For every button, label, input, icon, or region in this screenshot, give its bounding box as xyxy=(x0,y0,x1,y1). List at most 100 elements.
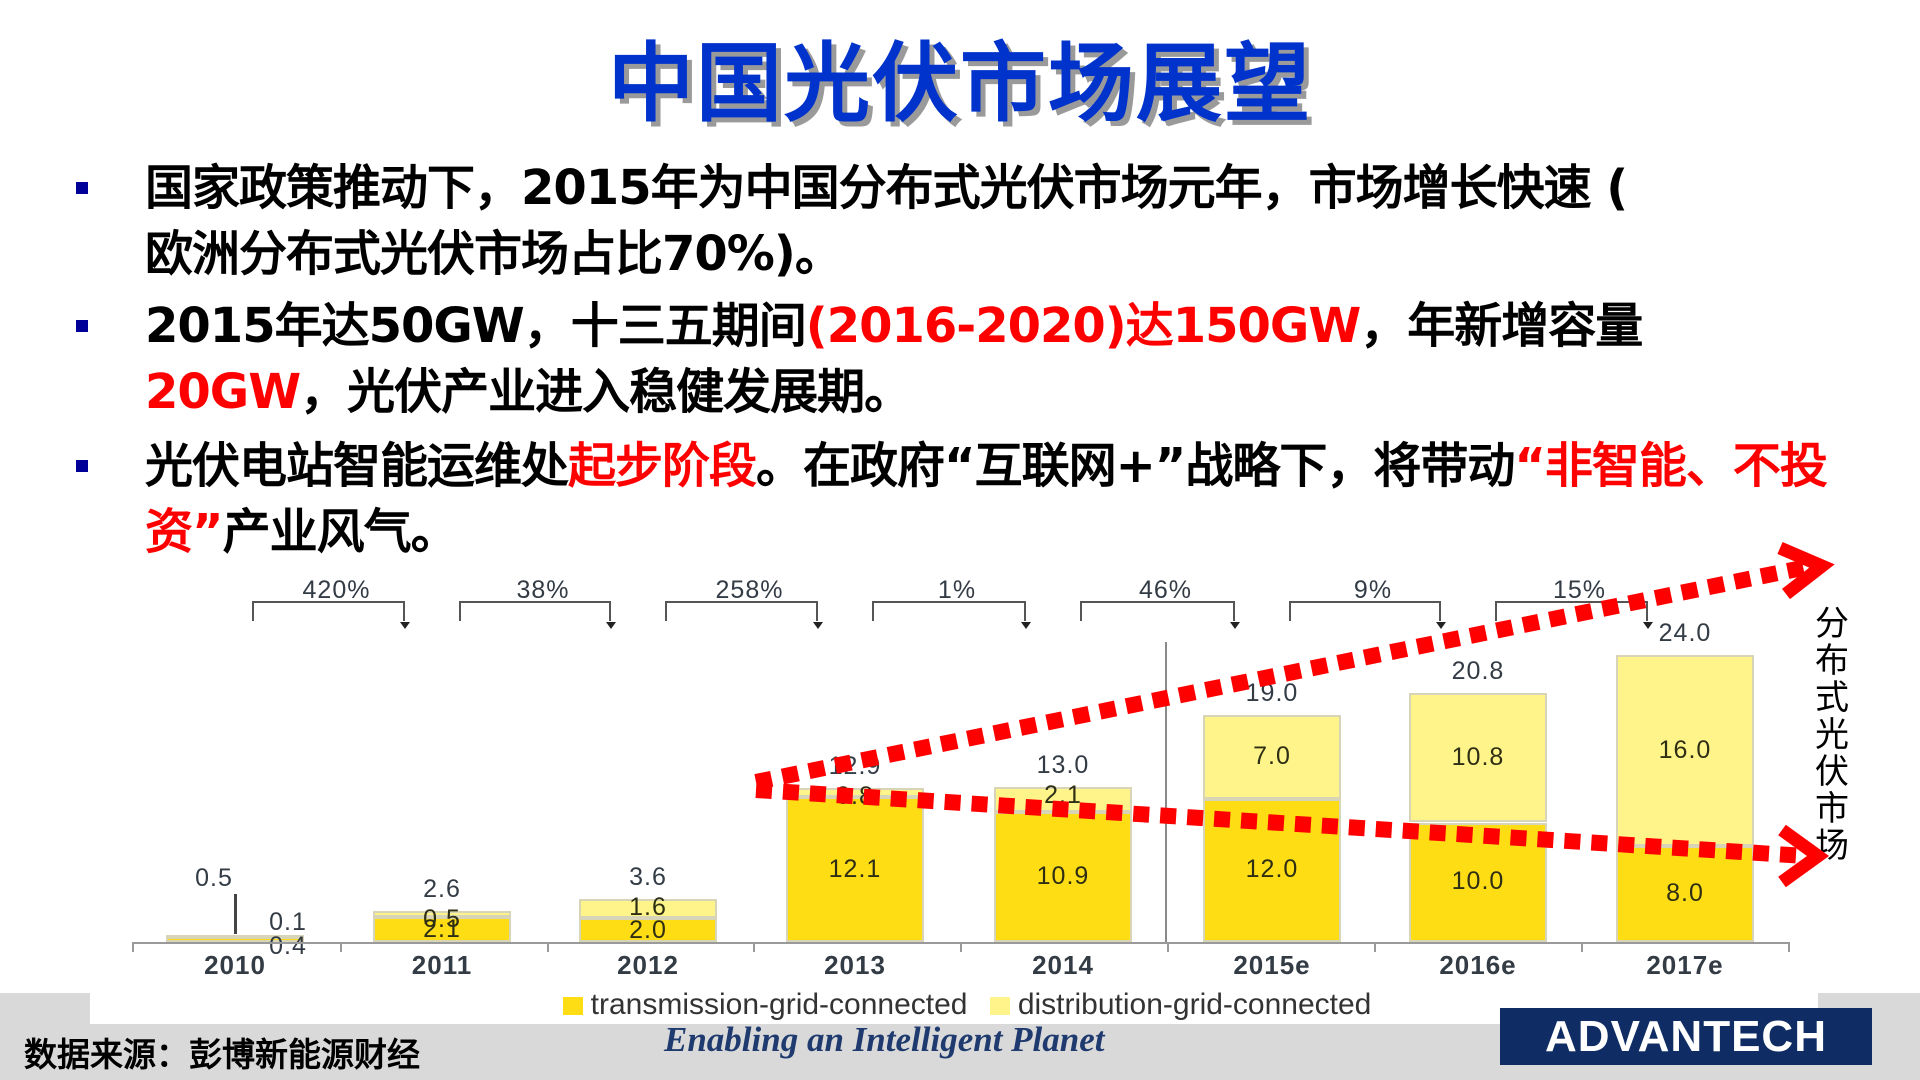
bar-transmission xyxy=(579,918,717,942)
bullet-2-text-c: ，光伏产业进入稳健发展期。 xyxy=(300,364,912,420)
bar-distribution xyxy=(579,898,717,919)
axis-tick xyxy=(1167,942,1169,952)
bullet-3-text-b: 。在政府“互联网+”战略下，将带动 xyxy=(756,438,1515,494)
data-source: 数据来源：彭博新能源财经 xyxy=(24,1035,420,1074)
bar-distribution xyxy=(1409,693,1547,823)
bar-transmission xyxy=(786,797,924,942)
distribution-value: 0.1 xyxy=(269,908,307,936)
growth-rate-label: 15% xyxy=(1552,576,1607,604)
down-arrow-icon xyxy=(813,622,823,629)
axis-tick xyxy=(340,942,342,952)
bullet-1-line-1: 国家政策推动下，2015年为中国分布式光伏市场元年，市场增长快速 ( xyxy=(145,160,1628,216)
total-label: 20.8 xyxy=(1451,657,1505,686)
total-label: 3.6 xyxy=(629,862,667,891)
bar-distribution xyxy=(1203,714,1341,799)
growth-bracket xyxy=(1495,601,1653,629)
vertical-label-char: 布 xyxy=(1815,641,1849,681)
bar-transmission xyxy=(373,916,511,942)
arrow-up-icon xyxy=(754,542,1835,790)
legend-label-distribution: distribution-grid-connected xyxy=(1017,988,1372,1021)
total-label: 13.0 xyxy=(1036,750,1090,779)
total-label: 2.6 xyxy=(423,874,461,903)
legend-swatch-transmission xyxy=(562,997,583,1016)
total-label: 0.5 xyxy=(195,864,233,892)
down-arrow-icon xyxy=(1643,622,1653,629)
bar-distribution xyxy=(373,910,511,917)
growth-bracket xyxy=(252,601,410,629)
arrow-down-icon xyxy=(755,782,1830,888)
footer-tagline: Enabling an Intelligent Planet xyxy=(664,1020,1105,1059)
growth-rate-label: 46% xyxy=(1138,576,1193,604)
bullet-square-icon xyxy=(76,460,88,472)
bullet-3-text-c: 产业风气。 xyxy=(222,504,459,560)
down-arrow-icon xyxy=(1436,622,1446,629)
legend-label-transmission: transmission-grid-connected xyxy=(590,988,968,1021)
total-label: 24.0 xyxy=(1658,619,1712,648)
bullet-3-highlight-stage: 起步阶段 xyxy=(568,438,757,494)
transmission-value: 2.0 xyxy=(629,916,667,945)
down-arrow-icon xyxy=(400,622,410,629)
x-label-2012: 2012 xyxy=(617,950,679,980)
bullet-3-highlight-slogan: “非智能、不投资” xyxy=(145,438,1828,560)
axis-tick xyxy=(132,942,134,952)
axis-tick xyxy=(960,942,962,952)
transmission-value: 12.0 xyxy=(1245,855,1299,884)
transmission-value: 10.9 xyxy=(1036,861,1090,890)
growth-rate-label: 9% xyxy=(1353,576,1393,604)
transmission-value: 8.0 xyxy=(1666,879,1704,908)
distribution-value: 1.6 xyxy=(629,892,667,921)
slide-title: 中国光伏市场展望 xyxy=(608,34,1312,134)
growth-bracket xyxy=(872,601,1031,629)
legend-swatch-distribution xyxy=(989,997,1010,1016)
transmission-value: 12.1 xyxy=(828,854,882,883)
bullet-2-text-b: ，年新增容量 xyxy=(1360,298,1643,354)
growth-rate-label: 1% xyxy=(937,576,977,604)
axis-tick xyxy=(753,942,755,952)
bullet-item-3: 光伏电站智能运维处起步阶段。在政府“互联网+”战略下，将带动“非智能、不投资”产… xyxy=(76,433,1845,565)
transmission-value: 2.1 xyxy=(423,914,461,943)
distributed-market-label: 分布式光伏市场 xyxy=(1812,606,1852,865)
x-label-2015e: 2015e xyxy=(1233,950,1311,980)
chart-legend: transmission-grid-connected distribution… xyxy=(0,988,1920,1022)
vertical-label-char: 光 xyxy=(1815,715,1849,755)
bullet-item-1: 国家政策推动下，2015年为中国分布式光伏市场元年，市场增长快速 ( 欧洲分布式… xyxy=(76,155,1845,287)
growth-bracket xyxy=(665,601,823,629)
distribution-value: 10.8 xyxy=(1451,742,1505,771)
distribution-value: 16.0 xyxy=(1658,735,1712,764)
axis-tick xyxy=(1581,942,1583,952)
bullet-item-2: 2015年达50GW，十三五期间(2016-2020)达150GW，年新增容量 … xyxy=(76,293,1845,425)
vertical-label-char: 市 xyxy=(1815,789,1849,829)
distribution-value: 0.5 xyxy=(423,904,461,933)
growth-bracket xyxy=(1080,601,1240,629)
down-arrow-icon xyxy=(1021,622,1031,629)
bullet-3-text-a: 光伏电站智能运维处 xyxy=(145,438,569,494)
bullet-1-line-2: 欧洲分布式光伏市场占比70%)。 xyxy=(145,226,843,282)
forecast-divider xyxy=(1165,642,1167,942)
x-label-2013: 2013 xyxy=(824,950,886,980)
bullet-2-highlight-period: (2016-2020)达150GW xyxy=(805,298,1362,354)
growth-rate-label: 258% xyxy=(715,576,784,604)
vertical-label-char: 式 xyxy=(1815,678,1849,718)
bullet-2-highlight-20gw: 20GW xyxy=(145,364,301,420)
vertical-label-char: 分 xyxy=(1815,604,1849,644)
x-label-2011: 2011 xyxy=(411,950,473,980)
distribution-value: 7.0 xyxy=(1253,741,1291,770)
growth-rate-label: 420% xyxy=(302,576,371,604)
growth-rate-label: 38% xyxy=(516,576,570,604)
bullet-square-icon xyxy=(76,320,88,332)
axis-tick xyxy=(1788,942,1790,952)
down-arrow-icon xyxy=(606,622,616,629)
axis-tick xyxy=(547,942,549,952)
x-label-2014: 2014 xyxy=(1032,950,1094,980)
axis-tick xyxy=(1374,942,1376,952)
bullet-2-text-a: 2015年达50GW，十三五期间 xyxy=(145,298,807,354)
bar-distribution xyxy=(166,935,304,939)
advantech-logo: ADVANTECH xyxy=(1500,1008,1872,1065)
bullet-square-icon xyxy=(76,182,88,194)
growth-bracket xyxy=(459,601,616,629)
growth-bracket xyxy=(1289,601,1446,629)
bar-distribution xyxy=(1616,655,1754,847)
leader-line xyxy=(234,894,237,934)
